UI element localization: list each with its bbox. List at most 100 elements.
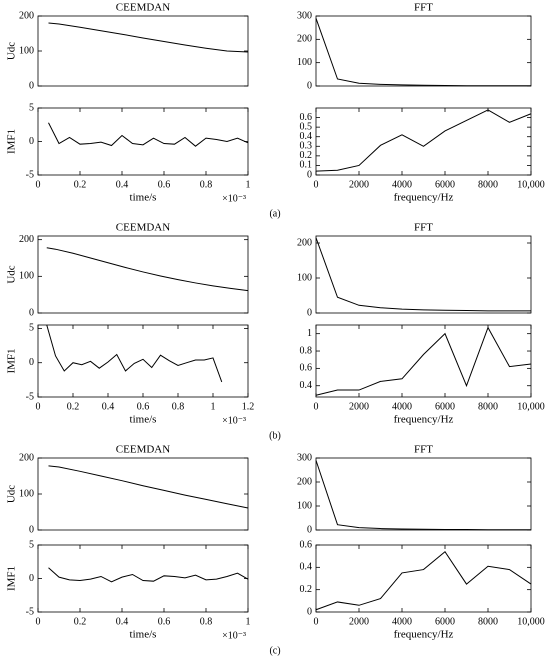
y-tick-label: 100 bbox=[297, 500, 312, 511]
y-tick-label: -5 bbox=[26, 606, 34, 617]
x-tick-label: 6000 bbox=[435, 616, 455, 627]
x-tick-label: 1.2 bbox=[242, 401, 255, 412]
y-tick-label: 100 bbox=[19, 45, 34, 56]
chart-title: FFT bbox=[414, 222, 433, 234]
x-axis-label: frequency/Hz bbox=[394, 414, 454, 426]
y-tick-label: 100 bbox=[297, 272, 312, 283]
plot-frame bbox=[315, 107, 532, 176]
y-tick-label: 200 bbox=[297, 237, 312, 248]
x-tick-label: 0.2 bbox=[74, 616, 87, 627]
y-tick-label: 5 bbox=[29, 539, 34, 550]
x-tick-label: 4000 bbox=[392, 179, 412, 190]
y-tick-label: 0 bbox=[29, 573, 34, 584]
chart-title: FFT bbox=[414, 444, 433, 456]
x-tick-label: 6000 bbox=[435, 401, 455, 412]
y-tick-label: 0 bbox=[307, 169, 312, 180]
x-multiplier: ×10⁻³ bbox=[222, 415, 246, 426]
chart-title: CEEMDAN bbox=[116, 2, 170, 14]
y-axis-label: Udc bbox=[6, 485, 18, 503]
y-tick-label: 300 bbox=[297, 452, 312, 463]
x-tick-label: 0.8 bbox=[200, 179, 213, 190]
y-axis-label: IMF1 bbox=[6, 129, 18, 154]
y-axis-label: Udc bbox=[6, 42, 18, 60]
x-tick-label: 0.6 bbox=[158, 616, 171, 627]
y-tick-label: 0 bbox=[307, 524, 312, 535]
data-line bbox=[315, 326, 532, 396]
y-tick-label: 100 bbox=[19, 271, 34, 282]
x-tick-label: 8000 bbox=[478, 179, 498, 190]
y-tick-label: 0 bbox=[29, 357, 34, 368]
y-tick-label: 0 bbox=[29, 80, 34, 91]
x-tick-label: 1 bbox=[246, 616, 251, 627]
x-tick-label: 1 bbox=[246, 179, 251, 190]
y-tick-label: 0.8 bbox=[300, 345, 313, 356]
x-tick-label: 8000 bbox=[478, 401, 498, 412]
x-tick-label: 0.6 bbox=[158, 179, 171, 190]
data-line bbox=[46, 247, 249, 292]
x-tick-label: 0 bbox=[36, 179, 41, 190]
y-tick-label: 0 bbox=[307, 606, 312, 617]
x-multiplier: ×10⁻³ bbox=[222, 193, 246, 204]
data-line bbox=[315, 550, 532, 611]
data-line bbox=[48, 465, 249, 509]
panel-label: (c) bbox=[269, 645, 280, 656]
y-tick-label: 0.2 bbox=[300, 150, 313, 161]
plot-frame bbox=[37, 15, 249, 87]
x-tick-label: 0.2 bbox=[74, 179, 87, 190]
plot-frame bbox=[315, 544, 532, 613]
data-line bbox=[48, 567, 249, 583]
plot-frame bbox=[315, 324, 532, 398]
y-tick-label: 1 bbox=[307, 328, 312, 339]
y-tick-label: 0 bbox=[307, 307, 312, 318]
plot-frame bbox=[37, 107, 249, 176]
y-tick-label: 200 bbox=[19, 234, 34, 245]
y-tick-label: 0.2 bbox=[300, 584, 313, 595]
x-axis-label: time/s bbox=[130, 629, 157, 641]
y-tick-label: -5 bbox=[26, 391, 34, 402]
data-line bbox=[48, 122, 249, 147]
y-tick-label: 200 bbox=[19, 10, 34, 21]
plot-frame bbox=[315, 15, 532, 87]
x-tick-label: 0 bbox=[314, 616, 319, 627]
y-tick-label: 0.6 bbox=[300, 539, 313, 550]
y-tick-label: 200 bbox=[297, 34, 312, 45]
y-tick-label: 100 bbox=[19, 488, 34, 499]
y-tick-label: 5 bbox=[29, 102, 34, 113]
data-line bbox=[48, 22, 249, 53]
x-tick-label: 2000 bbox=[349, 401, 369, 412]
y-tick-label: 300 bbox=[297, 10, 312, 21]
data-line bbox=[46, 324, 223, 383]
x-axis-label: time/s bbox=[130, 192, 157, 204]
y-tick-label: 0.3 bbox=[300, 141, 313, 152]
x-tick-label: 6000 bbox=[435, 179, 455, 190]
x-tick-label: 0 bbox=[36, 401, 41, 412]
x-tick-label: 10,000 bbox=[517, 401, 545, 412]
data-line bbox=[315, 460, 531, 531]
y-tick-label: 200 bbox=[297, 476, 312, 487]
x-tick-label: 0 bbox=[314, 179, 319, 190]
y-tick-label: 200 bbox=[19, 452, 34, 463]
panel-label: (b) bbox=[269, 430, 281, 441]
chart-title: FFT bbox=[414, 2, 433, 14]
x-tick-label: 2000 bbox=[349, 179, 369, 190]
y-tick-label: 100 bbox=[297, 57, 312, 68]
y-tick-label: 0 bbox=[29, 524, 34, 535]
y-axis-label: IMF1 bbox=[6, 348, 18, 373]
plot-frame bbox=[315, 457, 532, 531]
x-axis-label: frequency/Hz bbox=[394, 629, 454, 641]
y-tick-label: 0.6 bbox=[300, 363, 313, 374]
x-tick-label: 0.8 bbox=[172, 401, 185, 412]
x-tick-label: 0.4 bbox=[116, 616, 129, 627]
x-axis-label: time/s bbox=[130, 414, 157, 426]
data-line bbox=[315, 237, 531, 312]
y-tick-label: 0.6 bbox=[300, 112, 313, 123]
data-line bbox=[315, 109, 532, 172]
y-tick-label: 0.1 bbox=[300, 160, 313, 171]
panel-label: (a) bbox=[269, 208, 280, 219]
x-tick-label: 8000 bbox=[478, 616, 498, 627]
chart-title: CEEMDAN bbox=[116, 444, 170, 456]
y-tick-label: 0.4 bbox=[300, 131, 313, 142]
x-tick-label: 4000 bbox=[392, 616, 412, 627]
x-tick-label: 0.4 bbox=[102, 401, 115, 412]
y-tick-label: 0 bbox=[29, 307, 34, 318]
